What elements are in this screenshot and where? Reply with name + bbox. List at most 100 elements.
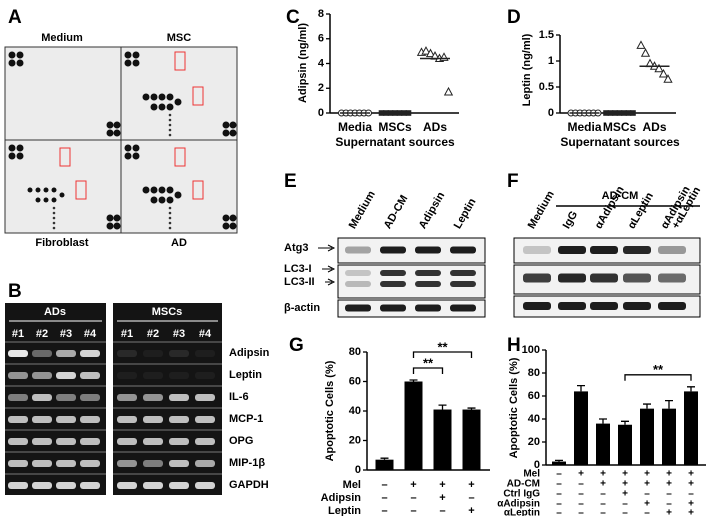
gel-band	[143, 460, 163, 467]
gel-header: ADs	[44, 306, 66, 318]
condition-sign: +	[468, 479, 474, 491]
gel-band	[169, 482, 189, 489]
bar	[462, 409, 481, 470]
blot-band	[523, 302, 551, 310]
array-dot	[142, 186, 150, 194]
array-dot	[229, 121, 237, 129]
array-dot	[222, 214, 230, 222]
array-dot	[168, 206, 172, 210]
array-dot	[8, 144, 16, 152]
bar	[574, 391, 588, 465]
x-tick-label: MSCs	[603, 120, 637, 134]
y-tick-label: 80	[349, 346, 361, 358]
array-dot	[51, 197, 57, 203]
bar	[375, 459, 394, 470]
condition-sign: –	[578, 479, 584, 490]
gel-band	[117, 350, 137, 357]
condition-sign: +	[666, 508, 672, 516]
gel-band	[195, 460, 215, 467]
condition-sign: +	[666, 479, 672, 490]
condition-sign: –	[578, 489, 584, 500]
gel-band	[56, 460, 76, 467]
gene-label: OPG	[229, 435, 253, 447]
gene-label: Adipsin	[229, 347, 270, 359]
gel-band	[143, 482, 163, 489]
y-tick-label: 0	[534, 459, 540, 471]
cytokine-arrays	[4, 46, 238, 234]
gel-band	[32, 460, 52, 467]
condition-sign: –	[468, 492, 474, 504]
condition-sign: –	[600, 508, 606, 516]
array-dot	[35, 197, 41, 203]
blot-band	[623, 273, 651, 283]
blot-band	[415, 270, 441, 276]
gel-band	[169, 394, 189, 401]
y-tick-label: 0	[318, 107, 324, 119]
gene-label: IL-6	[229, 391, 249, 403]
condition-label: Mel	[523, 469, 540, 480]
gel-band	[56, 482, 76, 489]
blot-band	[658, 273, 686, 283]
array-dot	[106, 214, 114, 222]
array-dot	[106, 129, 114, 137]
error-bar	[380, 457, 389, 460]
error-bar	[643, 403, 651, 409]
condition-sign: +	[644, 469, 650, 480]
condition-sign: –	[556, 508, 562, 516]
bar	[618, 424, 632, 465]
gene-labels: Adipsin Leptin IL-6 MCP-1 OPG MIP-1β GAPDH	[229, 347, 270, 491]
gel-band	[80, 372, 100, 379]
y-tick-label: 2	[318, 82, 324, 94]
array-dot	[166, 103, 174, 111]
array-dot	[8, 51, 16, 59]
blot-band	[590, 273, 618, 283]
gel-band	[32, 438, 52, 445]
panel-letter: H	[507, 335, 521, 356]
significance-bracket	[624, 374, 692, 381]
x-tick-label: ADs	[423, 120, 447, 134]
lane-label: #1	[121, 328, 133, 340]
data-point	[421, 46, 431, 55]
gel-band	[195, 350, 215, 357]
gel-band	[169, 350, 189, 357]
blot-band	[658, 302, 686, 310]
bar	[404, 381, 423, 470]
array-label: Medium	[41, 32, 83, 44]
significance-label: **	[653, 362, 664, 377]
gel-band	[56, 394, 76, 401]
array-dot	[229, 214, 237, 222]
gel-band	[195, 482, 215, 489]
condition-sign: –	[381, 505, 387, 516]
highlight-box	[75, 180, 87, 200]
array-dot	[174, 98, 182, 106]
gel-band	[195, 438, 215, 445]
gel-band	[80, 350, 100, 357]
array-dot	[59, 192, 65, 198]
blot-band	[523, 273, 551, 283]
gel-band	[32, 416, 52, 423]
array-dot	[132, 51, 140, 59]
condition-sign: –	[410, 492, 416, 504]
gel-band	[143, 394, 163, 401]
blot-row-label: LC3-I	[284, 263, 312, 275]
gel-band	[169, 438, 189, 445]
gel-band	[80, 460, 100, 467]
array-dot	[168, 226, 172, 230]
condition-sign: +	[468, 505, 474, 516]
x-tick-label: Media	[338, 120, 372, 134]
condition-sign: –	[600, 499, 606, 510]
panel-letter: F	[507, 171, 519, 192]
array-dot	[166, 93, 174, 101]
gel-band	[56, 372, 76, 379]
blot-band	[380, 270, 406, 276]
gel-band	[56, 416, 76, 423]
blot-row-label: LC3-II	[284, 276, 315, 288]
gel-band	[80, 416, 100, 423]
array-dot	[150, 103, 158, 111]
gel-band	[8, 372, 28, 379]
error-bar	[665, 399, 673, 409]
highlight-box	[174, 147, 186, 167]
array-dot	[158, 186, 166, 194]
gel-band	[56, 350, 76, 357]
